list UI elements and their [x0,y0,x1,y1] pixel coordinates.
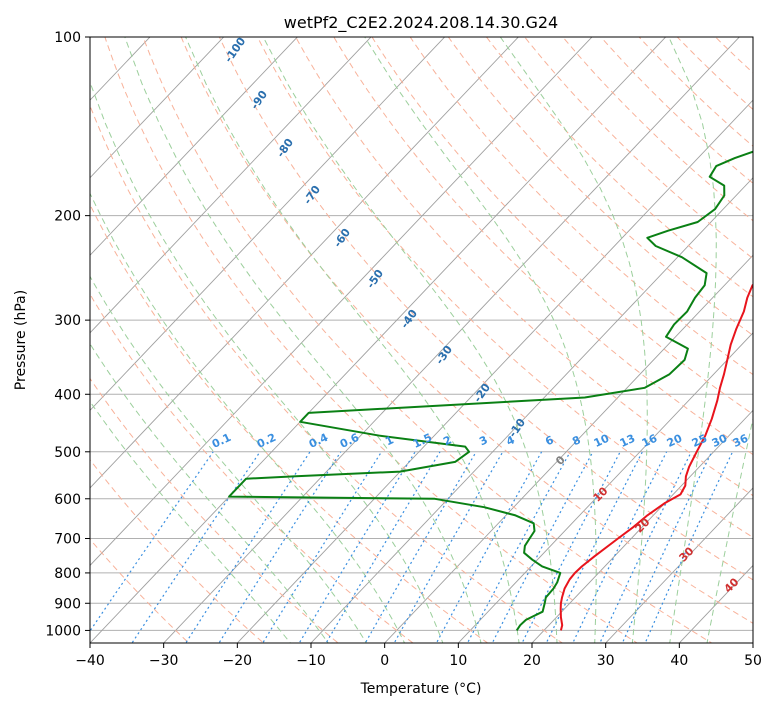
y-tick-label: 700 [54,532,81,548]
dry-adiabat-line [90,538,190,643]
dry-adiabat-line [485,37,753,298]
isotherm-line [605,487,753,643]
dry-adiabat-line [257,37,753,538]
y-tick-label: 300 [54,313,81,329]
dewpoint-profile [228,150,753,631]
x-tick-label: −30 [149,653,179,669]
y-axis-label: Pressure (hPa) [13,290,29,390]
y-tick-label: 600 [54,492,81,508]
mixing-ratio-line [364,451,477,643]
isotherm-line [90,37,593,567]
dry-adiabat-line [90,203,489,643]
x-axis-label: Temperature (°C) [360,681,482,697]
chart-title: wetPf2_C2E2.2024.208.14.30.G24 [284,13,558,33]
isotherm-line [90,37,667,643]
dry-adiabat-line [524,37,753,260]
mixing-ratio-line [325,451,441,643]
mixing-ratio-line [435,451,543,643]
mixing-ratio-line [185,451,311,643]
dry-adiabat-line [104,37,638,643]
isotherm-line [90,37,225,179]
y-tick-label: 200 [54,209,81,225]
x-tick-label: 30 [597,653,615,669]
x-tick-label: 40 [670,653,688,669]
isotherm-line [90,37,519,489]
y-axis-ticks: 100 200 300 400 500 600 700 800 900 1000 [45,30,90,639]
x-tick-label: 10 [449,653,467,669]
dry-adiabat-line [90,104,564,643]
mixing-ratio-line [131,451,261,643]
y-tick-label: 100 [54,30,81,46]
moist-adiabat-line [185,37,520,643]
dry-adiabat-line [90,293,414,643]
mixing-ratio-label: 20 [665,432,685,450]
mixing-ratio-line [621,451,713,643]
x-tick-label: −40 [75,653,105,669]
plot-area: -100-90-80-70-60-50-40-30-20-100.1 0.2 0.4… [90,37,753,643]
moist-adiabat-line [90,80,444,643]
mixing-ratio-label: 10 [592,432,612,450]
moist-adiabat-line [90,342,329,643]
mixing-ratio-line [466,451,571,643]
isotherm-line [90,37,446,412]
y-tick-label: 400 [54,387,81,403]
isotherm-line [310,177,753,643]
dry-adiabat-line [295,37,753,497]
mixing-ratio-line [644,451,734,643]
mixing-ratio-label: 36 [731,432,751,450]
mixing-ratio-label: 16 [640,432,660,450]
mixing-ratio-lines [90,451,734,643]
dry-adiabat-line [409,37,753,376]
y-tick-label: 1000 [45,623,81,639]
x-tick-label: −20 [223,653,253,669]
moist-adiabat-line [90,275,367,643]
dry-adiabat-lines [90,37,753,643]
isotherm-line [457,332,753,643]
moist-adiabat-line [364,37,597,643]
dry-adiabat-line [142,37,713,643]
dry-adiabat-line [447,37,753,336]
isotherm-line [236,99,753,643]
y-tick-label: 900 [54,596,81,612]
sounding-series [228,150,753,631]
moist-adiabat-line [668,37,717,643]
y-tick-label: 500 [54,445,81,461]
moist-adiabat-line [706,416,753,643]
mixing-ratio-label: 13 [618,432,637,450]
dry-adiabat-line [333,37,753,456]
dry-adiabat-line [218,37,753,581]
y-tick-label: 800 [54,566,81,582]
moist-adiabat-line [90,400,291,643]
mixing-ratio-line [90,451,214,633]
mixing-ratio-line [521,451,621,643]
mixing-ratio-line [218,451,342,643]
moist-adiabat-line [90,192,406,643]
isotherm-line [384,254,753,643]
x-tick-label: 50 [744,653,762,669]
mixing-ratio-line [393,451,504,643]
temperature-profile [559,283,753,631]
plot-frame [89,36,754,644]
dry-adiabat-line [90,377,339,643]
x-axis-ticks: −40 −30 −20 −10 0 10 20 30 40 50 [75,643,762,669]
isotherm-line [163,37,740,643]
mixing-ratio-line [491,451,594,643]
moist-adiabat-line [124,37,482,643]
x-tick-label: −10 [296,653,326,669]
x-tick-label: 20 [523,653,541,669]
x-tick-label: 0 [380,653,389,669]
moist-adiabat-line [262,37,558,643]
isotherm-line [531,409,753,643]
mixing-ratio-label: 25 [690,432,709,450]
isotherm-line [90,37,298,256]
dry-adiabat-line [180,37,753,624]
mixing-ratio-label: 30 [710,432,730,450]
